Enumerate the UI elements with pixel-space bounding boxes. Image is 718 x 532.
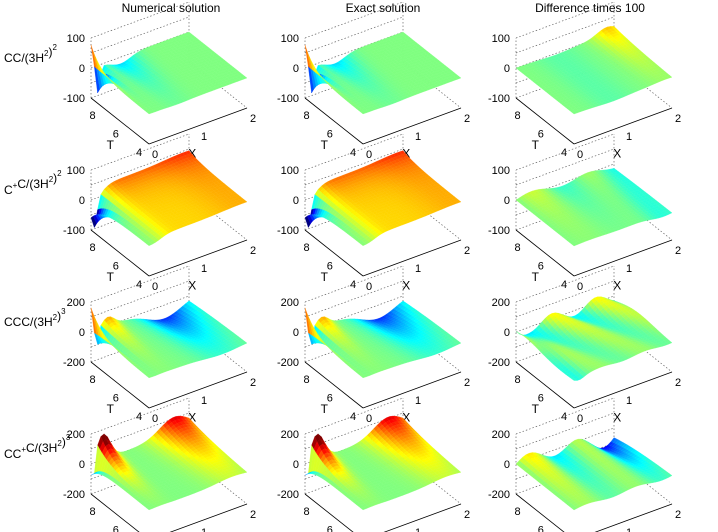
x-tick-label: 1 [201,263,207,275]
row-label: CC+C/(3H2)3 [4,433,71,461]
row-label: CC/(3H2)2 [4,43,57,65]
x-axis-label: X [188,147,196,161]
t-tick-label: 4 [561,279,567,291]
surface [90,300,248,379]
x-tick-label: 0 [152,149,158,161]
surface-patch [146,110,153,115]
t-tick-label: 8 [515,110,521,122]
x-axis-label: X [402,279,410,293]
surface [90,150,248,246]
z-tick-label: 100 [67,165,85,177]
surface [304,150,462,246]
z-tick-label: -100 [63,93,85,105]
z-tick-label: -100 [488,93,510,105]
x-tick-label: 1 [626,131,632,143]
x-axis-label: X [188,279,196,293]
z-tick-label: -100 [277,93,299,105]
z-tick-label: 100 [281,33,299,45]
column-title-difference: Difference times 100 [535,1,645,15]
x-axis-label: X [613,147,621,161]
x-tick-label: 1 [201,131,207,143]
t-axis-label: T [321,138,329,152]
t-tick-label: 4 [350,279,356,291]
z-tick-label: 100 [492,165,510,177]
t-tick-label: 8 [515,242,521,254]
x-tick-label: 2 [250,245,256,257]
t-axis-label: T [321,270,329,284]
z-tick-label: 0 [293,195,299,207]
x-tick-label: 2 [464,113,470,125]
x-tick-label: 0 [577,281,583,293]
row-labels: CC/(3H2)2 C+C/(3H2)2 CCC/(3H2)3 CC+C/(3H2)3 [4,43,71,461]
t-tick-label: 8 [90,242,96,254]
column-title-exact: Exact solution [346,1,421,15]
x-tick-label: 2 [464,245,470,257]
x-tick-label: 1 [415,263,421,275]
t-axis-label: T [107,138,115,152]
surface [304,31,462,115]
t-tick-label: 4 [350,147,356,159]
surface [515,26,673,115]
z-tick-label: 100 [281,165,299,177]
surface-panels: -1000100864T012X-1000100864T012X-1000100… [63,1,681,532]
t-tick-label: 8 [304,242,310,254]
t-tick-label: 4 [561,147,567,159]
x-axis-label: X [613,279,621,293]
axes-box [90,1,248,109]
z-tick-label: 0 [79,195,85,207]
t-tick-label: 8 [90,110,96,122]
z-tick-label: 0 [79,63,85,75]
z-tick-label: 100 [492,33,510,45]
x-tick-label: 0 [366,149,372,161]
z-tick-label: 0 [504,63,510,75]
axes-box [304,1,462,109]
z-tick-label: -100 [488,225,510,237]
column-title-numerical: Numerical solution [122,1,221,15]
t-tick-label: 4 [136,279,142,291]
t-tick-label: 4 [136,147,142,159]
surface-panel: -100 0 100 8 6 4 T 0 1 2 X [63,1,256,161]
x-tick-label: 1 [415,131,421,143]
x-tick-label: 2 [250,113,256,125]
x-tick-label: 1 [626,263,632,275]
t-tick-label: 8 [304,110,310,122]
surface [90,31,248,115]
axis-lines [304,97,462,145]
z-tick-label: 0 [504,195,510,207]
x-tick-label: 0 [366,281,372,293]
z-tick-label: -100 [63,225,85,237]
x-tick-label: 2 [675,113,681,125]
x-tick-label: 2 [675,245,681,257]
z-tick-label: 0 [293,63,299,75]
surface [515,168,673,247]
x-tick-label: 0 [577,149,583,161]
x-tick-label: 0 [152,281,158,293]
row-label: C+C/(3H2)2 [4,169,62,197]
t-axis-label: T [532,270,540,284]
z-tick-label: 100 [67,33,85,45]
column-titles: Numerical solution Exact solution Differ… [122,1,646,15]
t-tick-label: 6 [113,129,119,141]
axis-lines [90,97,248,145]
t-axis-label: T [532,138,540,152]
z-tick-label: -100 [277,225,299,237]
t-axis-label: T [107,270,115,284]
row-label: CCC/(3H2)3 [4,307,66,329]
